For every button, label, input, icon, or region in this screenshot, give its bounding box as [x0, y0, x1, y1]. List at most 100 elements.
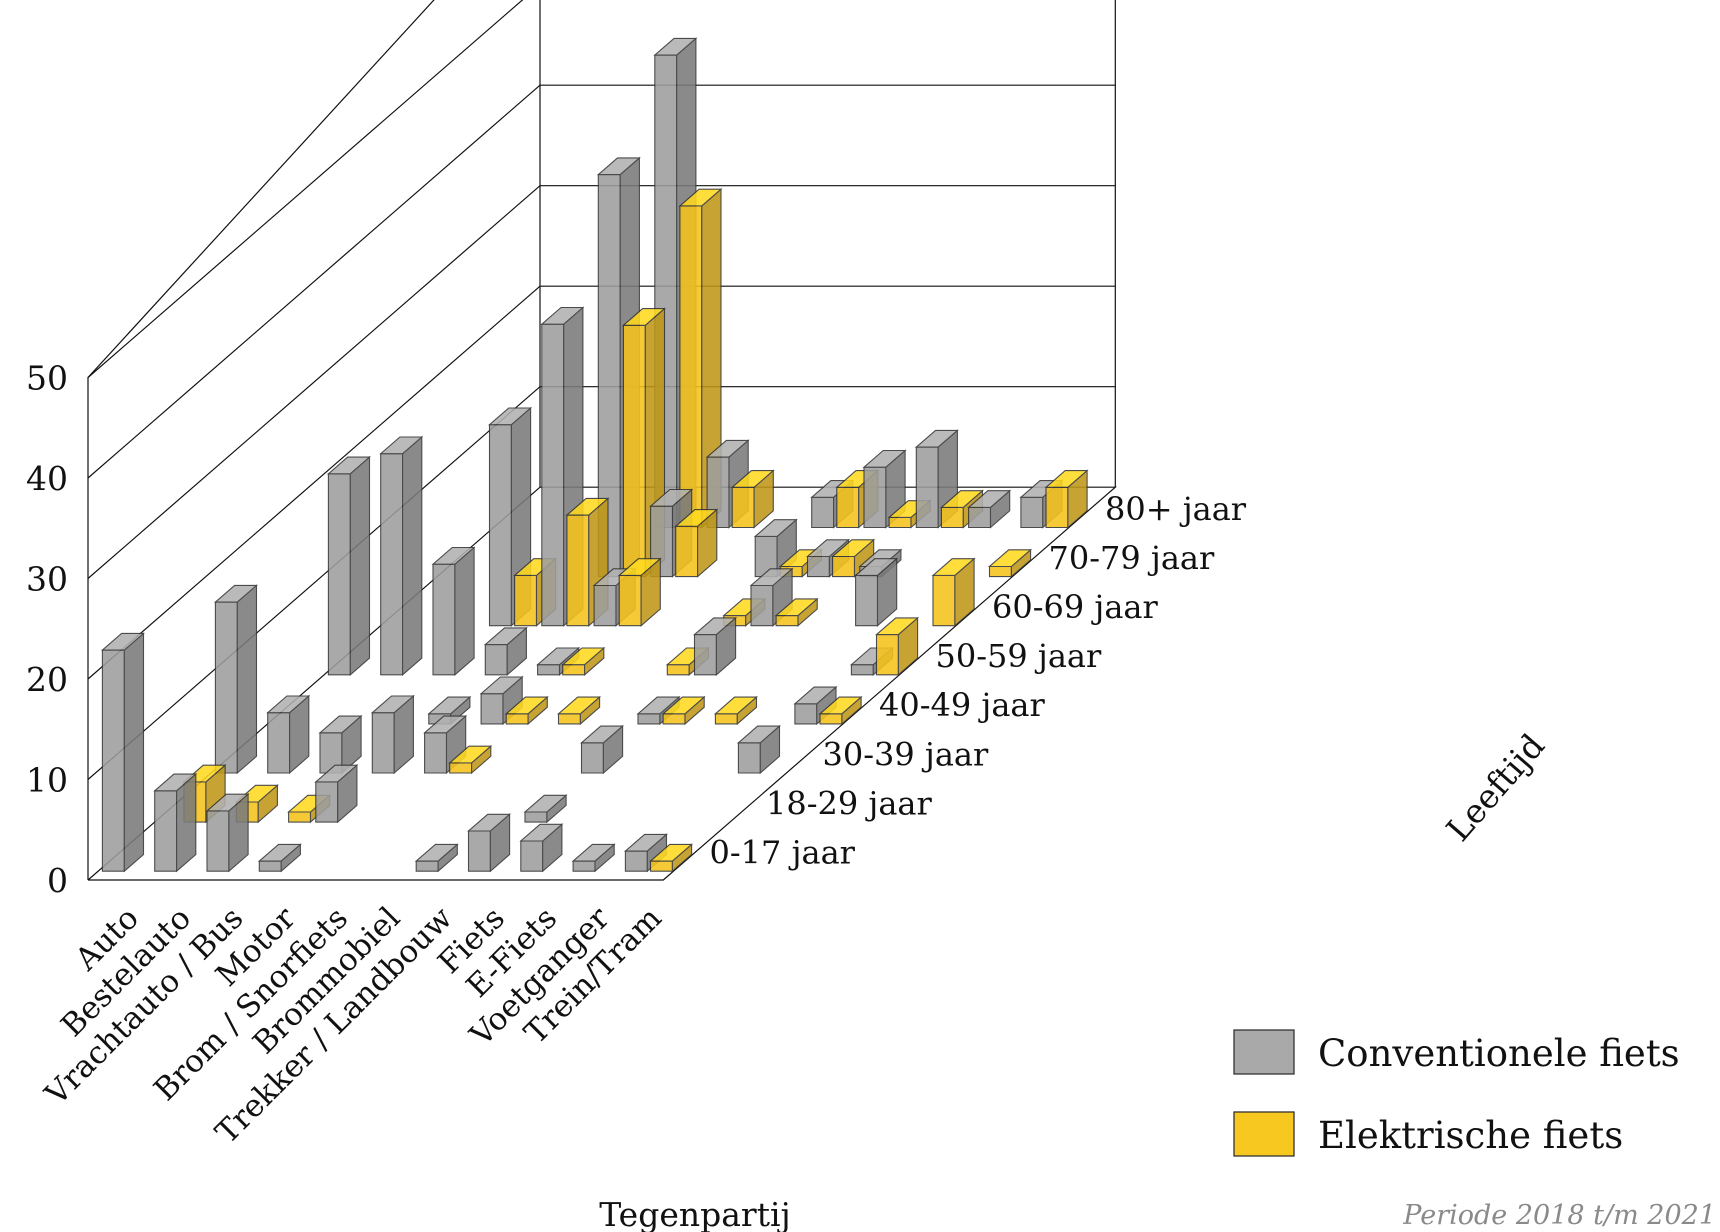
bar-top-face [875, 617, 920, 636]
bar-top-face [914, 429, 959, 448]
bar-top-face [205, 793, 250, 812]
bar-front-face [154, 790, 178, 872]
bar-front-face [811, 496, 835, 529]
bar-front-face [618, 574, 642, 627]
bar-side-face [236, 584, 258, 775]
bar-front-face [666, 664, 690, 676]
bar-top-face [523, 794, 568, 813]
bar-front-face [1045, 486, 1069, 529]
bar-top-face [423, 715, 468, 734]
bar [483, 626, 528, 677]
bar [519, 823, 564, 873]
bar-front-face [932, 574, 956, 627]
bar-front-face [875, 634, 899, 676]
bar-front-face [968, 506, 992, 529]
bar-front-face [624, 850, 648, 872]
bar-top-face [617, 558, 662, 576]
bar-front-face [675, 525, 699, 578]
grid-line [87, 84, 1116, 479]
bar-side-face [123, 632, 145, 873]
bar-side-face [402, 435, 423, 677]
bar [774, 597, 819, 627]
period-note: Periode 2018 t/m 2021 [1402, 1200, 1716, 1231]
bar-top-face [831, 539, 876, 558]
bar-front-face [327, 473, 351, 676]
bar-top-face [596, 157, 641, 176]
bar [571, 843, 616, 873]
bar-front-face [819, 713, 843, 725]
bar-front-face [888, 516, 912, 529]
bar-front-face [415, 860, 439, 872]
z-tick-label: 0 [47, 861, 68, 900]
z-tick-label: 30 [26, 560, 68, 599]
bar [523, 794, 568, 824]
bar-front-face [537, 664, 561, 676]
bar [730, 469, 775, 529]
bar-top-face [749, 568, 794, 587]
bar-top-face [561, 647, 606, 666]
bar-front-face [449, 762, 473, 774]
bar-top-face [674, 509, 719, 527]
bar-front-face [850, 664, 874, 676]
bar-top-face [540, 306, 585, 325]
bar [326, 455, 371, 677]
bar [205, 792, 250, 873]
bar-front-face [988, 565, 1012, 578]
bar-front-face [832, 555, 856, 578]
bar [693, 616, 738, 677]
bar [931, 557, 976, 627]
bar-front-face [737, 742, 761, 774]
bar-top-face [862, 449, 907, 468]
bar [431, 546, 476, 677]
bar-top-face [621, 308, 666, 326]
bar-top-face [431, 546, 476, 565]
bar [967, 489, 1012, 529]
bar-front-face [541, 323, 565, 627]
bar-top-face [854, 558, 899, 576]
bar-front-face [731, 486, 755, 529]
bar-top-face [213, 584, 258, 603]
age-label: 70-79 jaar [1049, 539, 1216, 577]
bar-front-face [520, 840, 544, 872]
bar-front-face [572, 860, 596, 872]
bar [504, 695, 549, 726]
bar [649, 843, 694, 873]
bar [736, 724, 781, 775]
bar-top-face [479, 676, 524, 695]
bar-front-face [505, 713, 529, 725]
bar-front-face [693, 634, 717, 676]
bar-front-face [794, 703, 818, 725]
z-tick-label: 20 [26, 660, 68, 699]
age-label: 0-17 jaar [710, 834, 856, 872]
bar-front-face [371, 712, 395, 774]
bar [713, 695, 758, 726]
bar-top-face [427, 696, 472, 715]
bar [674, 508, 719, 578]
bar [617, 557, 662, 627]
age-label: 50-59 jaar [936, 637, 1103, 675]
legend: Conventionele fiets Elektrische fiets [1233, 1029, 1680, 1157]
bar-top-face [519, 823, 564, 842]
bar-top-face [774, 598, 819, 617]
bar-front-face [488, 424, 512, 627]
age-label: 60-69 jaar [992, 588, 1159, 626]
bar-top-face [678, 188, 723, 207]
bar-front-face [315, 781, 339, 823]
bar-front-face [836, 486, 860, 529]
age-axis-title: Leeftijd [1438, 726, 1552, 848]
bar-top-face [713, 696, 758, 715]
bar-front-face [775, 615, 799, 627]
bar-top-face [1044, 470, 1089, 488]
bar [580, 724, 625, 775]
bar-top-face [730, 470, 775, 488]
bar [370, 694, 415, 775]
bar-front-face [258, 860, 282, 872]
bar [561, 646, 606, 677]
bar-top-face [623, 833, 668, 852]
bar [100, 632, 145, 873]
bar-top-face [636, 696, 681, 715]
bar-front-face [637, 713, 661, 725]
bar-front-face [679, 205, 703, 529]
bar-top-face [939, 490, 984, 508]
z-tick-label: 50 [26, 359, 68, 398]
